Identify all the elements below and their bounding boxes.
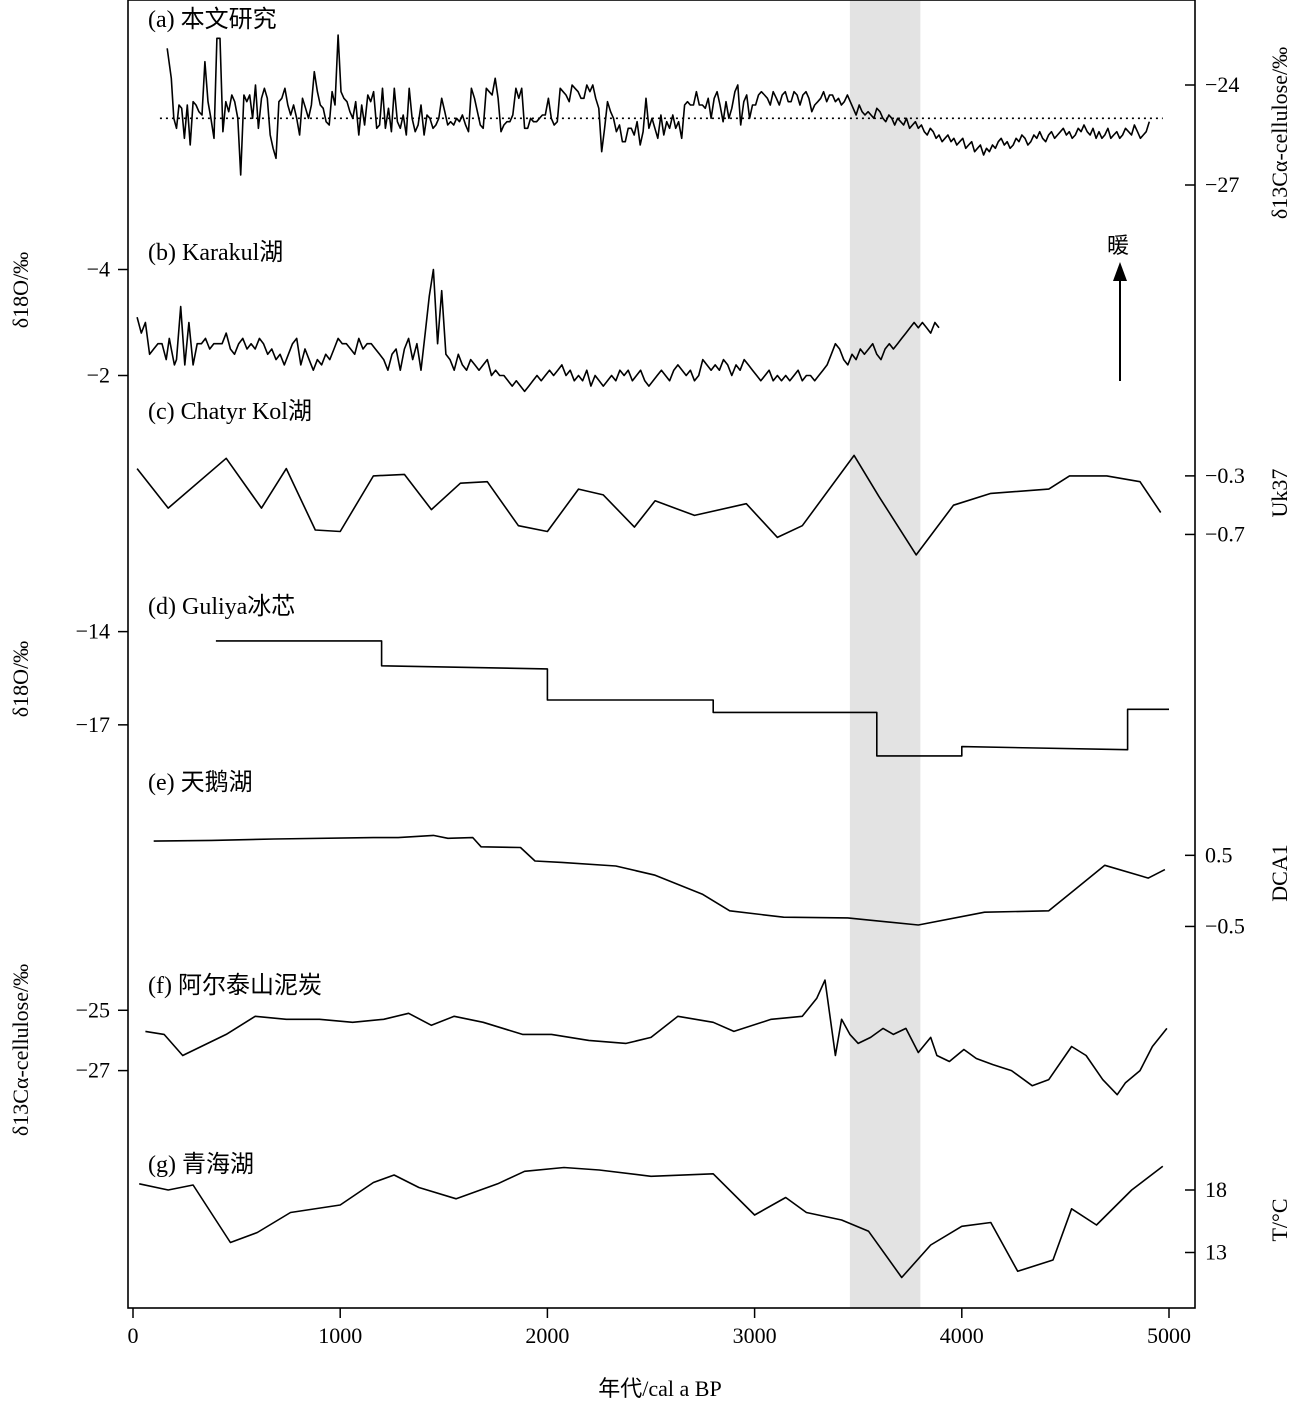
y-tick-label: −27	[1205, 172, 1239, 197]
y-tick-label: −0.3	[1205, 463, 1245, 488]
y-axis-label: δ13Cα-cellulose/‰	[8, 964, 33, 1136]
y-tick-label: −2	[87, 363, 110, 388]
y-tick-label: 18	[1205, 1177, 1227, 1202]
panel-title: (a) 本文研究	[148, 6, 277, 33]
y-axis-label: δ18O/‰	[8, 641, 33, 717]
y-tick-label: −27	[76, 1058, 110, 1083]
x-tick-label: 0	[128, 1323, 139, 1348]
y-axis-label: δ13Cα-cellulose/‰	[1267, 47, 1292, 219]
y-tick-label: −24	[1205, 72, 1239, 97]
x-tick-label: 4000	[940, 1323, 984, 1348]
series-line-g	[139, 1165, 1164, 1279]
series-line-f	[145, 979, 1168, 1096]
x-tick-label: 2000	[525, 1323, 569, 1348]
panel-title: (c) Chatyr Kol湖	[148, 398, 312, 425]
warm-annotation: 暖	[1107, 233, 1129, 381]
y-axis-label: Uk37	[1267, 469, 1292, 518]
panel-title: (g) 青海湖	[148, 1151, 254, 1178]
x-axis: 0 1000 2000 3000 4000 5000	[128, 1308, 1191, 1348]
y-tick-label: 0.5	[1205, 842, 1233, 867]
y-axis-label: δ18O/‰	[8, 252, 33, 328]
gray-shaded-interval	[849, 0, 921, 1308]
y-tick-label: −17	[76, 712, 110, 737]
series-line-b	[136, 268, 940, 393]
y-axis-label: T/°C	[1267, 1198, 1292, 1241]
x-tick-label: 1000	[318, 1323, 362, 1348]
y-tick-label: −4	[87, 257, 110, 282]
panels: (a) 本文研究 −24 −27 δ13Cα-cellulose/‰ (b) Karak…	[8, 6, 1292, 1279]
series-line-d	[215, 640, 1169, 757]
y-tick-label: −0.5	[1205, 913, 1245, 938]
panel-title: (f) 阿尔泰山泥炭	[148, 972, 322, 999]
warm-label: 暖	[1107, 233, 1129, 258]
panel-b: (b) Karakul湖 −4 −2 δ18O/‰	[8, 239, 940, 393]
panel-e: (e) 天鹅湖 0.5 −0.5 DCA1	[148, 769, 1292, 938]
panel-d: (d) Guliya冰芯 −14 −17 δ18O/‰	[8, 593, 1169, 757]
panel-title: (d) Guliya冰芯	[148, 593, 295, 620]
panel-g: (g) 青海湖 18 13 T/°C	[139, 1151, 1292, 1279]
panel-f: (f) 阿尔泰山泥炭 −25 −27 δ13Cα-cellulose/‰	[8, 964, 1168, 1136]
y-tick-label: −0.7	[1205, 521, 1245, 546]
y-tick-label: −14	[76, 619, 110, 644]
y-tick-label: 13	[1205, 1240, 1227, 1265]
x-tick-label: 3000	[733, 1323, 777, 1348]
y-axis-label: DCA1	[1267, 844, 1292, 901]
panel-title: (e) 天鹅湖	[148, 769, 253, 796]
x-tick-label: 5000	[1147, 1323, 1191, 1348]
series-line-a	[166, 34, 1151, 176]
x-axis-label: 年代/cal a BP	[598, 1376, 721, 1401]
series-line-e	[153, 834, 1166, 926]
warm-arrow-head	[1113, 262, 1127, 281]
panel-title: (b) Karakul湖	[148, 239, 283, 266]
series-line-c	[136, 454, 1162, 556]
plot-frame	[127, 0, 1196, 1309]
panel-a: (a) 本文研究 −24 −27 δ13Cα-cellulose/‰	[148, 6, 1292, 219]
shaded-band	[849, 0, 921, 1308]
y-tick-label: −25	[76, 997, 110, 1022]
panel-c: (c) Chatyr Kol湖 −0.3 −0.7 Uk37	[136, 398, 1292, 556]
